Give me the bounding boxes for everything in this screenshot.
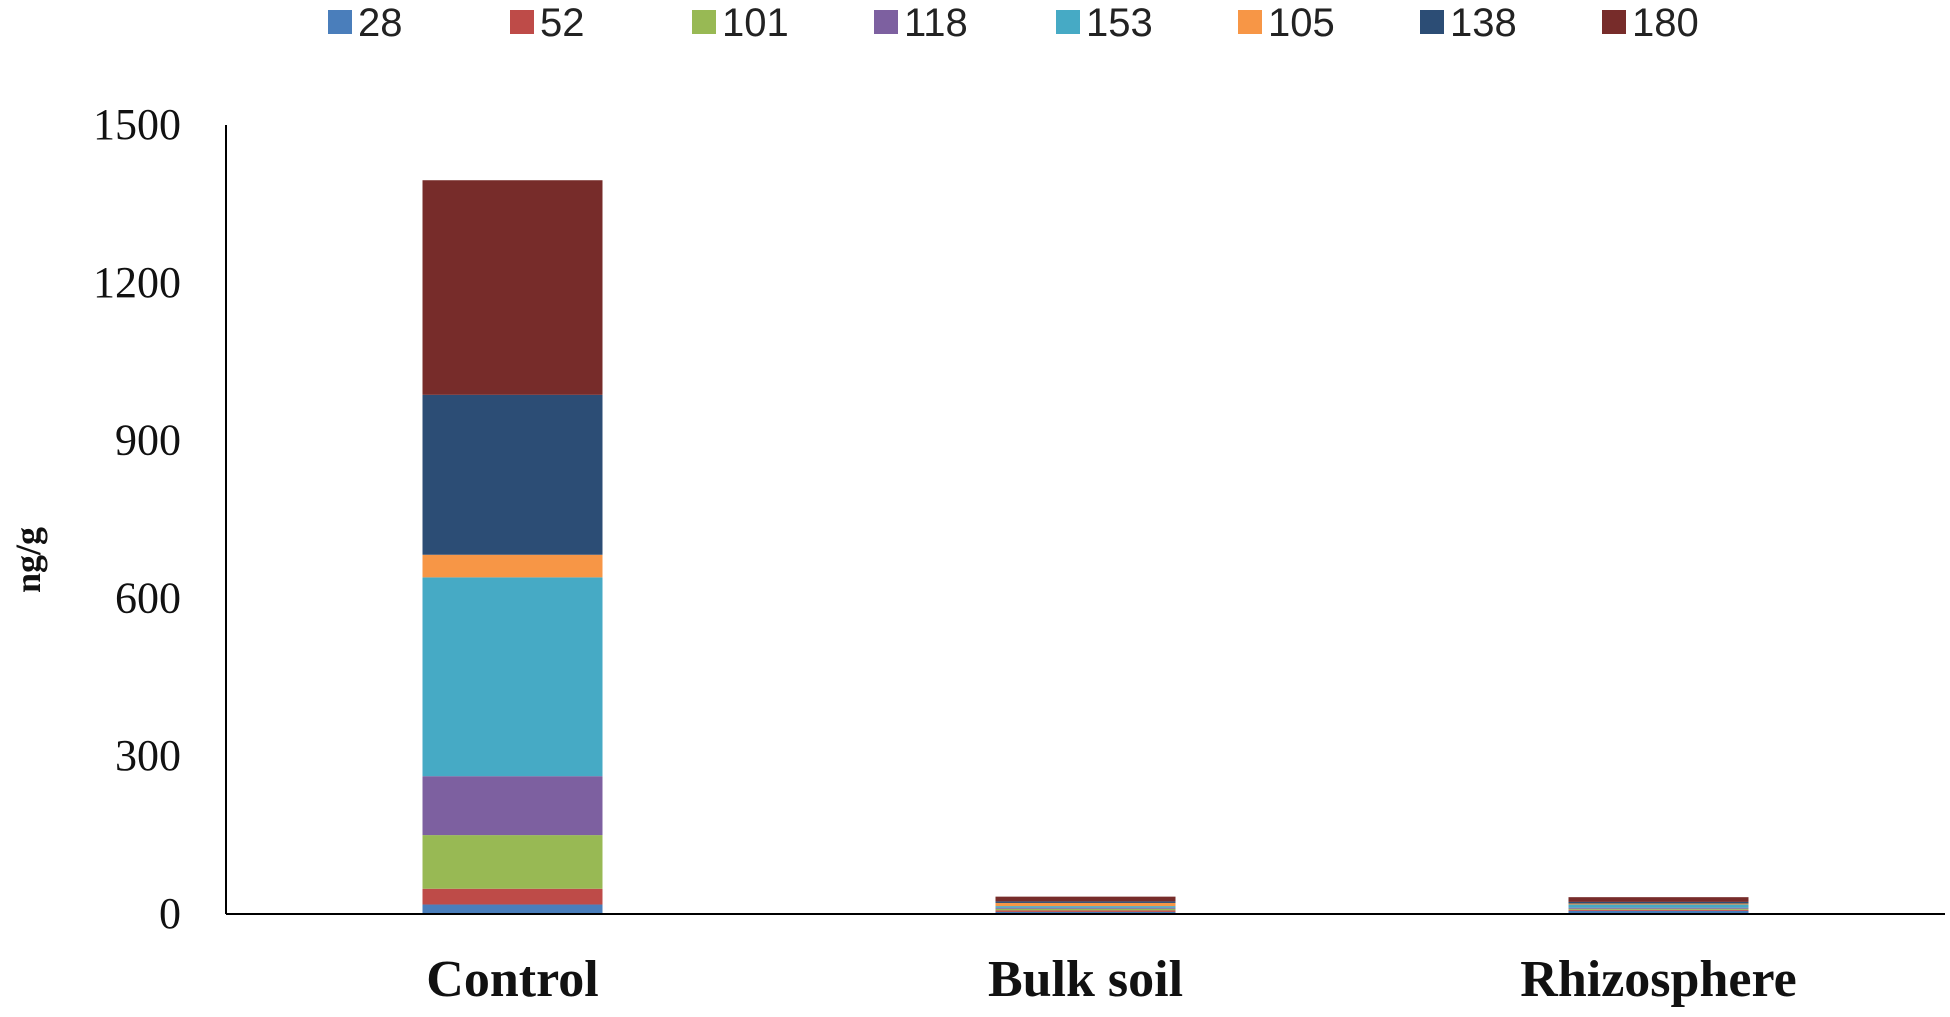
bar-segment-105-control: [422, 554, 603, 578]
bar-segment-118-rhizosphere: [1568, 907, 1749, 909]
y-tick-label: 1200: [93, 258, 181, 307]
legend-swatch-52: [510, 10, 534, 34]
legend-swatch-105: [1238, 10, 1262, 34]
legend-swatch-118: [874, 10, 898, 34]
y-axis: 0 300 600 900 1200 1500: [93, 100, 227, 938]
x-category-label: Rhizosphere: [1520, 951, 1796, 1008]
legend-label-153: 153: [1086, 1, 1153, 45]
bars: [422, 180, 1749, 914]
bar-segment-138-bulk-soil: [995, 901, 1176, 903]
bar-segment-153-rhizosphere: [1568, 904, 1749, 908]
y-tick-label: 0: [159, 889, 181, 938]
y-tick-label: 300: [115, 731, 181, 780]
bar-segment-28-rhizosphere: [1568, 910, 1749, 914]
legend-label-180: 180: [1632, 1, 1699, 45]
legend-swatch-28: [328, 10, 352, 34]
bar-segment-138-rhizosphere: [1568, 901, 1749, 904]
legend: 28 52 101 118 153 105 138 180: [328, 1, 1699, 45]
bar-segment-105-rhizosphere: [1568, 903, 1749, 905]
bar-segment-28-bulk-soil: [995, 911, 1176, 914]
y-axis-label: ng/g: [8, 527, 48, 593]
x-category-label: Control: [426, 951, 598, 1008]
bar-segment-180-bulk-soil: [995, 896, 1176, 902]
bar-segment-118-bulk-soil: [995, 907, 1176, 909]
bar-segment-101-bulk-soil: [995, 908, 1176, 911]
bar-segment-28-control: [422, 904, 603, 914]
legend-swatch-101: [692, 10, 716, 34]
legend-label-138: 138: [1450, 1, 1517, 45]
x-axis: Control Bulk soil Rhizosphere: [226, 913, 1945, 1008]
bar-segment-52-control: [422, 888, 603, 905]
bar-segment-52-rhizosphere: [1568, 909, 1749, 911]
legend-label-118: 118: [904, 1, 968, 45]
bar-segment-101-control: [422, 835, 603, 889]
bar-segment-180-rhizosphere: [1568, 897, 1749, 902]
x-category-label: Bulk soil: [988, 951, 1183, 1008]
bar-segment-52-bulk-soil: [995, 910, 1176, 912]
y-tick-label: 900: [115, 416, 181, 465]
legend-label-52: 52: [540, 1, 585, 45]
y-tick-label: 600: [115, 573, 181, 622]
legend-swatch-138: [1420, 10, 1444, 34]
legend-label-28: 28: [358, 1, 403, 45]
legend-swatch-180: [1602, 10, 1626, 34]
bar-segment-105-bulk-soil: [995, 902, 1176, 907]
bar-segment-180-control: [422, 180, 603, 395]
bar-segment-101-rhizosphere: [1568, 908, 1749, 910]
legend-swatch-153: [1056, 10, 1080, 34]
bar-segment-138-control: [422, 394, 603, 555]
y-tick-label: 1500: [93, 100, 181, 149]
bar-segment-118-control: [422, 776, 603, 836]
bar-segment-153-bulk-soil: [995, 906, 1176, 908]
bar-segment-153-control: [422, 577, 603, 777]
legend-label-101: 101: [722, 1, 789, 45]
legend-label-105: 105: [1268, 1, 1335, 45]
